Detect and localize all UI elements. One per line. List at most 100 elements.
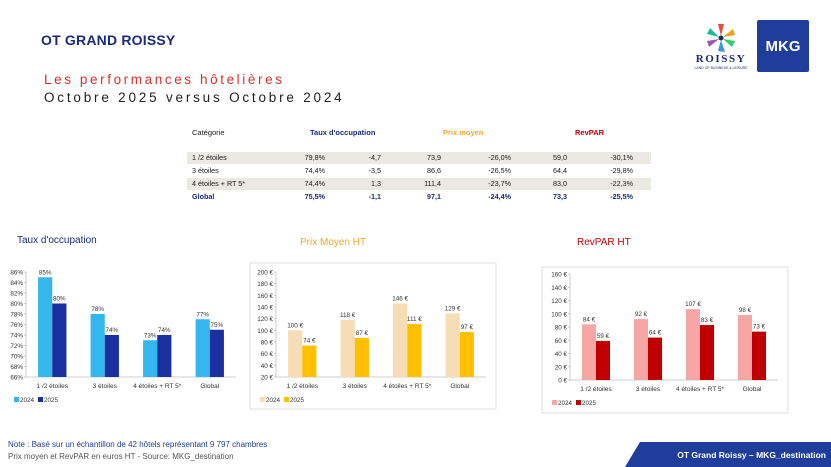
- legend-label-2024: 2024: [266, 397, 281, 404]
- data-label: 77%: [196, 311, 209, 318]
- x-tick-label: 3 étoiles: [636, 386, 661, 393]
- cell-occ-var: -1,1: [368, 192, 381, 201]
- legend-swatch-2024: [260, 397, 265, 402]
- roissy-logo-text: ROISSY: [695, 53, 747, 65]
- x-tick-label: 4 étoiles + RT 5*: [676, 386, 724, 393]
- bar-2025-2: [157, 335, 172, 377]
- x-tick-label: 1 /2 étoiles: [580, 386, 612, 393]
- x-tick-label: 1 /2 étoiles: [37, 383, 69, 390]
- col-header-revpar: RevPAR: [575, 128, 605, 137]
- cell-prix: 111,4: [424, 179, 441, 188]
- cell-categorie: 3 étoiles: [192, 166, 219, 175]
- cell-prix-var: -26,5%: [488, 166, 511, 175]
- y-tick-label: 60 €: [261, 351, 274, 358]
- y-tick-label: 160 €: [551, 272, 567, 279]
- y-tick-label: 100 €: [257, 328, 273, 335]
- y-tick-label: 60 €: [555, 338, 568, 345]
- bar-2024-3: [195, 319, 210, 377]
- bar-2024-0: [581, 324, 596, 380]
- bar-2025-0: [302, 345, 317, 377]
- cell-prix-var: -23,7%: [488, 179, 511, 188]
- table-row: 4 étoiles + RT 5* 74,4% 1,3 111,4 -23,7%…: [187, 178, 651, 190]
- data-label: 107 €: [685, 301, 701, 308]
- x-tick-label: 3 étoiles: [343, 383, 368, 390]
- footer-bar: OT Grand Roissy – MKG_destination: [625, 442, 831, 467]
- data-label: 83 €: [701, 317, 714, 324]
- roissy-logo-icon: [707, 24, 735, 52]
- bar-2025-3: [459, 332, 474, 377]
- y-tick-label: 40 €: [555, 351, 568, 358]
- cell-occ-var: -4,7: [368, 153, 381, 162]
- mkg-logo: MKG: [757, 20, 809, 72]
- y-tick-label: 160 €: [257, 293, 273, 300]
- footer-shape: [625, 442, 831, 467]
- data-label: 98 €: [739, 307, 752, 314]
- data-label: 74 €: [303, 338, 316, 345]
- cell-categorie: Global: [192, 192, 215, 201]
- bar-2025-3: [752, 331, 767, 380]
- data-label: 74%: [106, 327, 119, 334]
- legend-swatch-2024: [552, 400, 557, 405]
- y-tick-label: 76%: [10, 322, 23, 329]
- y-tick-label: 78%: [10, 312, 23, 319]
- legend-swatch-2025: [38, 397, 43, 402]
- data-label: 118 €: [340, 312, 356, 319]
- data-label: 92 €: [635, 311, 648, 318]
- data-label: 84 €: [583, 316, 596, 323]
- cell-rev: 83,0: [553, 179, 567, 188]
- cell-prix: 73,9: [427, 153, 441, 162]
- y-tick-label: 86%: [10, 270, 23, 277]
- y-tick-label: 120 €: [257, 316, 273, 323]
- cell-occ-var: -3,5: [368, 166, 381, 175]
- cell-occ: 74,4%: [304, 166, 325, 175]
- subtitle-period: Octobre 2025 versus Octobre 2024: [44, 90, 345, 105]
- y-tick-label: 70%: [10, 354, 23, 361]
- cell-rev-var: -22,3%: [610, 179, 633, 188]
- y-tick-label: 72%: [10, 343, 23, 350]
- cell-categorie: 1 /2 étoiles: [192, 153, 227, 162]
- y-tick-label: 20 €: [555, 364, 568, 371]
- bar-2025-0: [596, 340, 611, 380]
- bar-2024-3: [445, 313, 460, 377]
- legend-swatch-2025: [576, 400, 581, 405]
- cell-rev-var: -30,1%: [610, 153, 633, 162]
- mkg-logo-text: MKG: [765, 37, 801, 55]
- y-tick-label: 82%: [10, 291, 23, 298]
- bar-2024-0: [38, 277, 53, 377]
- data-label: 75%: [211, 322, 224, 329]
- cell-rev-var: -25,5%: [610, 192, 633, 201]
- chart-frame: [249, 262, 497, 410]
- y-tick-label: 200 €: [257, 270, 273, 277]
- data-label: 111 €: [407, 316, 422, 323]
- bar-2025-1: [354, 337, 369, 377]
- cell-prix-var: -26,0%: [488, 153, 511, 162]
- cell-prix: 86,6: [427, 166, 441, 175]
- data-label: 97 €: [461, 324, 474, 331]
- bar-2025-1: [104, 335, 119, 377]
- bar-2025-0: [52, 303, 67, 377]
- bar-2025-2: [700, 325, 715, 380]
- bar-2024-2: [393, 303, 408, 377]
- page-title: OT GRAND ROISSY: [41, 32, 176, 48]
- bar-2024-2: [685, 309, 700, 380]
- x-tick-label: Global: [450, 383, 469, 390]
- roissy-logo-tagline: LAND OF BUSINESS & LEISURE: [694, 66, 748, 70]
- table-row: 3 étoiles 74,4% -3,5 86,6 -26,5% 64,4 -2…: [187, 165, 651, 177]
- legend-label-2025: 2025: [582, 400, 597, 407]
- cell-prix: 97,1: [427, 192, 441, 201]
- data-label: 100 €: [287, 322, 303, 329]
- y-tick-label: 80%: [10, 301, 23, 308]
- y-tick-label: 20 €: [261, 375, 274, 382]
- cell-occ-var: 1,3: [371, 179, 381, 188]
- cell-rev: 64,4: [553, 166, 567, 175]
- col-header-prix: Prix moyen: [443, 128, 484, 137]
- footer-text: OT Grand Roissy – MKG_destination: [677, 450, 826, 460]
- cell-prix-var: -24,4%: [488, 192, 511, 201]
- y-tick-label: 140 €: [551, 285, 567, 292]
- data-label: 59 €: [597, 333, 610, 340]
- data-label: 78%: [91, 306, 104, 313]
- chart-title-occupation: Taux d'occupation: [17, 235, 97, 246]
- bar-2024-1: [340, 319, 355, 377]
- chart-frame: [541, 266, 789, 414]
- cell-occ: 74,4%: [304, 179, 325, 188]
